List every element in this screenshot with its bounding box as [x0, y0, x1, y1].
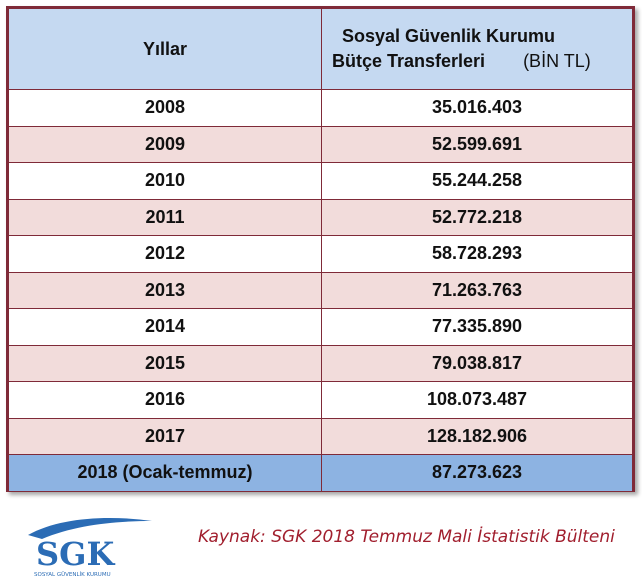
table-body: 2008 35.016.403 2009 52.599.691 2010 55.244.2…	[8, 89, 633, 492]
value-cell: 52.772.218	[321, 198, 633, 236]
year-cell: 2018 (Ocak-temmuz)	[8, 454, 322, 492]
value-cell: 128.182.906	[321, 417, 633, 455]
sgk-logo: SGK SOSYAL GÜVENLİK KURUMU	[28, 517, 152, 578]
value-cell: 55.244.258	[321, 162, 633, 200]
year-cell: 2009	[8, 125, 322, 163]
value-cell: 108.073.487	[321, 381, 633, 419]
value-cell: 58.728.293	[321, 235, 633, 273]
table-row: 2016 108.073.487	[8, 381, 633, 419]
data-table-container: Yıllar Sosyal Güvenlik Kurumu Bütçe Tran…	[6, 6, 635, 492]
year-cell: 2017	[8, 417, 322, 455]
table-row: 2008 35.016.403	[8, 89, 633, 127]
year-cell: 2015	[8, 344, 322, 382]
table-row: 2010 55.244.258	[8, 162, 633, 200]
year-cell: 2016	[8, 381, 322, 419]
value-cell: 52.599.691	[321, 125, 633, 163]
header-row: Yıllar Sosyal Güvenlik Kurumu Bütçe Tran…	[8, 8, 633, 90]
source-note: Kaynak: SGK 2018 Temmuz Mali İstatistik …	[198, 527, 615, 547]
year-cell: 2010	[8, 162, 322, 200]
value-cell: 35.016.403	[321, 89, 633, 127]
svg-text:SOSYAL GÜVENLİK KURUMU: SOSYAL GÜVENLİK KURUMU	[34, 571, 111, 578]
value-cell: 77.335.890	[321, 308, 633, 346]
year-cell: 2012	[8, 235, 322, 273]
header-transfers-line1: Sosyal Güvenlik Kurumu	[342, 26, 556, 46]
header-transfers: Sosyal Güvenlik Kurumu Bütçe Transferler…	[321, 8, 633, 90]
year-cell: 2014	[8, 308, 322, 346]
table-row: 2009 52.599.691	[8, 125, 633, 163]
year-cell: 2013	[8, 271, 322, 309]
value-cell: 71.263.763	[321, 271, 633, 309]
header-years: Yıllar	[8, 8, 322, 90]
table-row: 2011 52.772.218	[8, 198, 633, 236]
value-cell: 87.273.623	[321, 454, 633, 492]
header-unit: (BİN TL)	[523, 51, 591, 71]
footer: SGK SOSYAL GÜVENLİK KURUMU Kaynak: SGK 2…	[20, 515, 630, 580]
svg-text:SGK: SGK	[36, 535, 115, 573]
table-row: 2012 58.728.293	[8, 235, 633, 273]
table-row: 2014 77.335.890	[8, 308, 633, 346]
value-cell: 79.038.817	[321, 344, 633, 382]
year-cell: 2008	[8, 89, 322, 127]
budget-transfers-table: Yıllar Sosyal Güvenlik Kurumu Bütçe Tran…	[8, 8, 633, 492]
table-row: 2017 128.182.906	[8, 417, 633, 455]
year-cell: 2011	[8, 198, 322, 236]
table-row: 2018 (Ocak-temmuz) 87.273.623	[8, 454, 633, 492]
header-transfers-title: Bütçe Transferleri	[332, 51, 486, 71]
table-row: 2013 71.263.763	[8, 271, 633, 309]
header-transfers-line2: Bütçe Transferleri (BİN TL)	[322, 51, 632, 72]
table-row: 2015 79.038.817	[8, 344, 633, 382]
